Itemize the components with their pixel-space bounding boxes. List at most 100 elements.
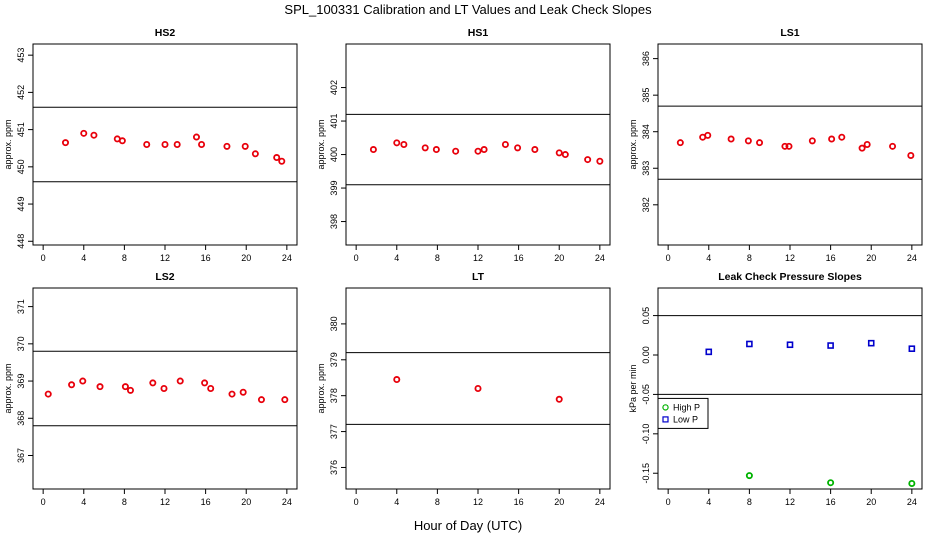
y-tick-label: 401 — [329, 114, 339, 129]
x-tick-label: 4 — [706, 253, 711, 263]
data-point — [555, 149, 563, 157]
x-tick-label: 8 — [122, 497, 127, 507]
data-point — [201, 379, 209, 387]
data-point — [838, 133, 846, 141]
panel-hs2: HS2 0 4 8 12 16 20 24 448 449 450 451 452 453 approx. … — [3, 27, 298, 263]
y-tick-label: 385 — [641, 88, 651, 103]
y-axis-label: approx. ppm — [3, 363, 13, 413]
y-tick-label: 402 — [329, 80, 339, 95]
y-tick-label: 380 — [329, 316, 339, 331]
data-point — [596, 157, 604, 165]
data-point — [756, 139, 764, 147]
data-point — [744, 137, 752, 145]
x-tick-label: 8 — [747, 253, 752, 263]
legend-label: High P — [673, 402, 700, 412]
y-axis-label: approx. ppm — [316, 363, 326, 413]
data-point — [421, 144, 429, 152]
data-point — [514, 144, 522, 152]
data-point — [369, 146, 377, 154]
data-point — [480, 146, 488, 154]
data-point — [257, 396, 265, 404]
y-tick-label: -0.05 — [641, 384, 651, 405]
y-tick-label: 398 — [329, 214, 339, 229]
data-point — [432, 146, 440, 154]
data-point — [907, 151, 915, 159]
data-point — [251, 150, 259, 158]
y-tick-label: 400 — [329, 147, 339, 162]
chart-main-title: SPL_100331 Calibration and LT Values and… — [284, 2, 652, 17]
x-tick-label: 4 — [394, 253, 399, 263]
y-tick-label: 384 — [641, 124, 651, 139]
data-point — [501, 140, 509, 148]
y-tick-label: 370 — [16, 336, 26, 351]
x-tick-label: 12 — [785, 497, 795, 507]
legend-marker — [662, 404, 669, 411]
x-tick-label: 0 — [354, 497, 359, 507]
x-tick-label: 4 — [81, 253, 86, 263]
y-axis-label: approx. ppm — [3, 119, 13, 169]
x-tick-label: 24 — [595, 253, 605, 263]
panel-title: HS1 — [468, 27, 489, 39]
y-tick-label: 367 — [16, 448, 26, 463]
legend-box — [657, 397, 709, 429]
y-tick-label: 377 — [329, 424, 339, 439]
y-tick-label: 371 — [16, 299, 26, 314]
y-tick-label: 0.05 — [641, 307, 651, 325]
plot-frame — [345, 43, 611, 246]
x-tick-label: 0 — [41, 497, 46, 507]
y-tick-label: 450 — [16, 159, 26, 174]
y-axis-label: approx. ppm — [316, 119, 326, 169]
y-tick-label: 368 — [16, 411, 26, 426]
data-point — [561, 151, 569, 159]
panel-title: LS2 — [155, 271, 174, 283]
x-tick-label: 0 — [666, 253, 671, 263]
data-point — [176, 377, 184, 385]
y-tick-label: -0.15 — [641, 463, 651, 484]
panel-title: LT — [472, 271, 485, 283]
data-point — [126, 386, 134, 394]
x-tick-label: 4 — [394, 497, 399, 507]
data-point — [785, 142, 793, 150]
data-point — [80, 129, 88, 137]
data-point — [555, 395, 563, 403]
x-tick-label: 16 — [826, 253, 836, 263]
x-tick-label: 12 — [473, 253, 483, 263]
y-tick-label: 452 — [16, 85, 26, 100]
panel-title: LS1 — [780, 27, 799, 39]
x-tick-label: 24 — [282, 253, 292, 263]
y-tick-label: 382 — [641, 197, 651, 212]
plot-frame — [345, 287, 611, 490]
data-point — [705, 348, 713, 356]
y-tick-label: 0.00 — [641, 346, 651, 364]
data-point — [867, 339, 875, 347]
x-tick-label: 0 — [41, 253, 46, 263]
x-tick-label: 4 — [706, 497, 711, 507]
panel-title: HS2 — [155, 27, 176, 39]
y-tick-label: 369 — [16, 374, 26, 389]
data-point — [90, 131, 98, 139]
data-point — [161, 140, 169, 148]
data-point — [118, 137, 126, 145]
data-point — [808, 137, 816, 145]
x-tick-label: 8 — [747, 497, 752, 507]
data-point — [207, 384, 215, 392]
panel-title: Leak Check Pressure Slopes — [718, 271, 862, 283]
data-point — [149, 379, 157, 387]
x-tick-label: 20 — [866, 253, 876, 263]
y-tick-label: 449 — [16, 197, 26, 212]
data-point — [400, 140, 408, 148]
x-tick-label: 12 — [473, 497, 483, 507]
x-tick-label: 0 — [354, 253, 359, 263]
data-point — [44, 390, 52, 398]
data-point — [68, 381, 76, 389]
data-point — [676, 139, 684, 147]
data-point — [278, 157, 286, 165]
x-tick-label: 4 — [81, 497, 86, 507]
x-tick-label: 12 — [160, 253, 170, 263]
data-point — [908, 345, 916, 352]
data-point — [863, 140, 871, 148]
data-point — [745, 472, 753, 480]
data-point — [228, 390, 236, 398]
data-point — [781, 142, 789, 150]
